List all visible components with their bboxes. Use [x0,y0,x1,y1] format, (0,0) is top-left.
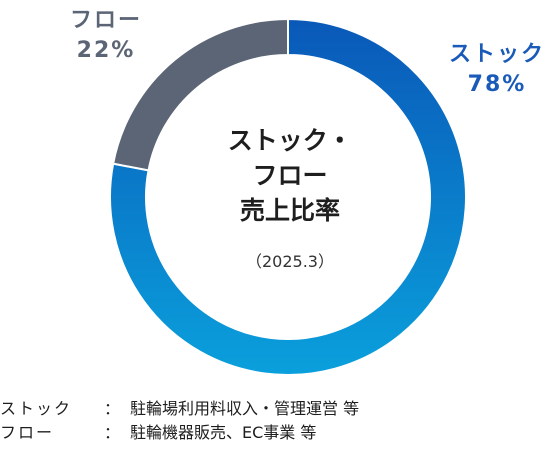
legend-separator: ： [104,399,121,418]
stock-slice-value: 78% [467,72,527,97]
flow-slice-name: フロー [69,8,142,33]
flow-slice-value: 22% [76,38,136,63]
chart-title: ストック・ フロー 売上比率 [200,123,380,228]
stock-slice [109,17,467,376]
chart-subtitle-date: （2025.3） [246,252,334,271]
donut-chart [109,17,467,376]
legend-description: 駐輪場利用料収入・管理運営 等 [130,399,360,418]
legend-description: 駐輪機器販売、EC事業 等 [130,423,317,442]
legend-separator: ： [104,423,121,442]
chart-title-line-1: ストック・ [227,126,353,155]
stock-slice-label: ストック 78% [438,40,556,100]
legend-name: ストック [0,399,73,418]
stock-slice-name: ストック [448,42,545,67]
donut-slices [109,17,467,376]
flow-slice-label: フロー 22% [58,6,154,66]
legend: ストック ： 駐輪場利用料収入・管理運営 等 フロー ： 駐輪機器販売、EC事業… [0,397,558,445]
chart-title-line-3: 売上比率 [239,196,340,225]
chart-title-line-2: フロー [252,161,328,190]
legend-name: フロー [0,423,55,442]
legend-row-flow: フロー ： 駐輪機器販売、EC事業 等 [0,421,558,445]
legend-row-stock: ストック ： 駐輪場利用料収入・管理運営 等 [0,397,558,421]
flow-slice [111,17,289,172]
